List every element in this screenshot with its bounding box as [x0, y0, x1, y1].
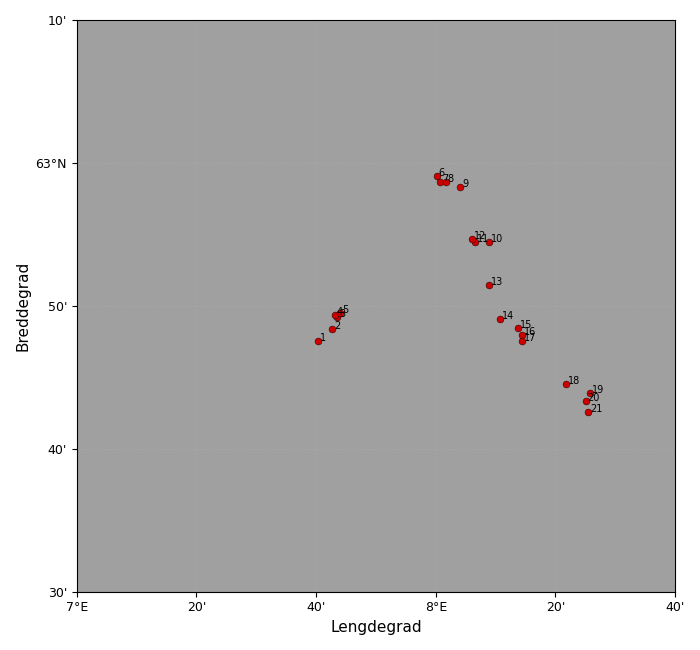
- Text: 11: 11: [477, 234, 489, 244]
- Text: 14: 14: [501, 311, 514, 321]
- Text: 4: 4: [337, 307, 342, 317]
- Text: 19: 19: [592, 385, 604, 395]
- Text: 5: 5: [342, 305, 348, 315]
- Text: 17: 17: [524, 333, 536, 343]
- Text: 7: 7: [442, 174, 448, 184]
- Text: 10: 10: [491, 234, 503, 244]
- Text: 13: 13: [491, 277, 503, 287]
- Text: 9: 9: [462, 179, 468, 189]
- Y-axis label: Breddegrad: Breddegrad: [15, 261, 30, 351]
- Text: 16: 16: [524, 326, 536, 337]
- Text: 12: 12: [473, 231, 486, 240]
- Text: 18: 18: [568, 376, 580, 386]
- Text: 3: 3: [339, 309, 345, 319]
- Text: 15: 15: [519, 320, 532, 330]
- Text: 1: 1: [320, 333, 326, 343]
- Text: 8: 8: [448, 174, 454, 184]
- Text: 2: 2: [334, 320, 340, 331]
- Text: 20: 20: [588, 393, 600, 404]
- Text: 6: 6: [439, 168, 444, 178]
- X-axis label: Lengdegrad: Lengdegrad: [330, 620, 422, 635]
- Text: 21: 21: [590, 404, 603, 413]
